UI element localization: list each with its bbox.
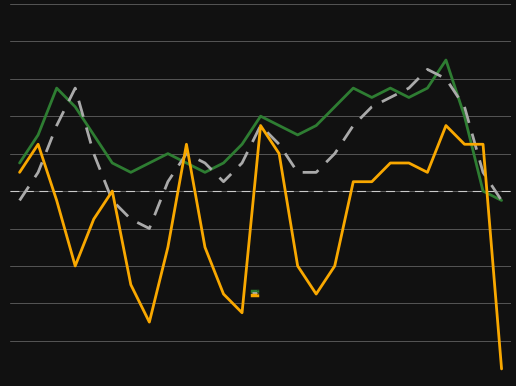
Legend: Business activity, Backlogs of work, New business: Business activity, Backlogs of work, New…	[252, 290, 269, 295]
